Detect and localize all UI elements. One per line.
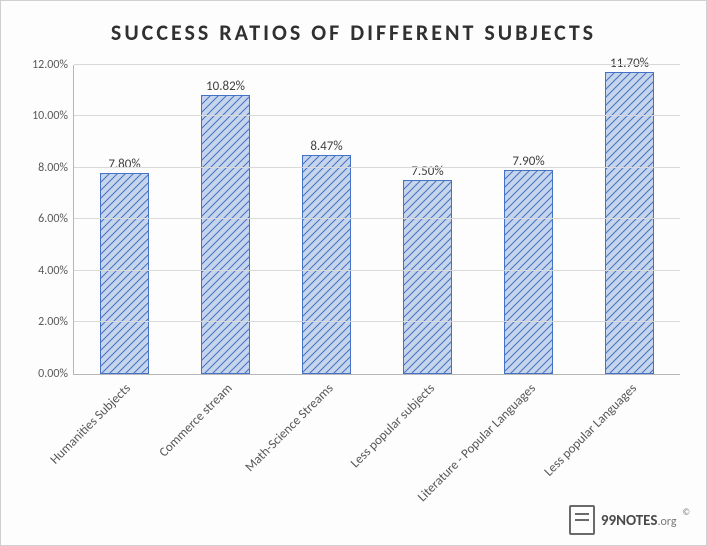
y-tick-label: 6.00% xyxy=(38,212,74,226)
chart-frame: SUCCESS RATIOS OF DIFFERENT SUBJECTS 7.8… xyxy=(0,0,707,546)
notebook-icon xyxy=(569,505,595,535)
plot-region: 7.80%10.82%8.47%7.50%7.90%11.70% 0.00%2.… xyxy=(73,65,680,375)
x-tick-label: Math-Science Streams xyxy=(243,381,337,475)
gridline xyxy=(74,218,680,219)
gridline xyxy=(74,115,680,116)
gridline xyxy=(74,167,680,168)
bar-slot: 7.50% xyxy=(377,65,478,374)
bar: 7.80% xyxy=(100,173,148,374)
gridline xyxy=(74,270,680,271)
chart-plot-area: 7.80%10.82%8.47%7.50%7.90%11.70% 0.00%2.… xyxy=(73,65,680,375)
bar: 10.82% xyxy=(201,95,249,374)
gridline xyxy=(74,64,680,65)
watermark-copyright: © xyxy=(682,507,690,518)
bar: 7.90% xyxy=(504,170,552,373)
x-axis-labels: Humanities SubjectsCommerce streamMath-S… xyxy=(73,375,680,515)
gridline xyxy=(74,321,680,322)
bar: 8.47% xyxy=(302,155,350,373)
x-tick-label: Humanities Subjects xyxy=(48,381,134,467)
chart-title: SUCCESS RATIOS OF DIFFERENT SUBJECTS xyxy=(15,19,692,47)
y-tick-label: 0.00% xyxy=(38,367,74,381)
bar-slot: 10.82% xyxy=(175,65,276,374)
x-tick-label: Less popular subjects xyxy=(348,381,438,471)
x-tick-label: Less popular Languages xyxy=(541,381,640,480)
bar: 7.50% xyxy=(403,180,451,373)
y-tick-label: 12.00% xyxy=(32,58,74,72)
bar-value-label: 7.80% xyxy=(108,157,140,172)
watermark-sub: .org xyxy=(657,515,676,529)
watermark: 99NOTES.org © xyxy=(569,505,690,535)
x-tick-label: Literature - Popular Languages xyxy=(415,381,539,505)
x-tick-label: Commerce stream xyxy=(156,381,235,460)
bar-slot: 7.90% xyxy=(478,65,579,374)
y-tick-label: 8.00% xyxy=(38,161,74,175)
bar-value-label: 10.82% xyxy=(206,79,245,94)
y-tick-label: 2.00% xyxy=(38,315,74,329)
bar-slot: 7.80% xyxy=(74,65,175,374)
bar-slot: 11.70% xyxy=(579,65,680,374)
bar: 11.70% xyxy=(605,72,653,373)
bar-slot: 8.47% xyxy=(276,65,377,374)
y-tick-label: 4.00% xyxy=(38,264,74,278)
bar-value-label: 8.47% xyxy=(310,139,342,154)
y-tick-label: 10.00% xyxy=(32,109,74,123)
bars-container: 7.80% 10.82% 8.47% 7.50% 7.90% 11.70% xyxy=(74,65,680,374)
watermark-main: 99NOTES xyxy=(601,512,658,530)
